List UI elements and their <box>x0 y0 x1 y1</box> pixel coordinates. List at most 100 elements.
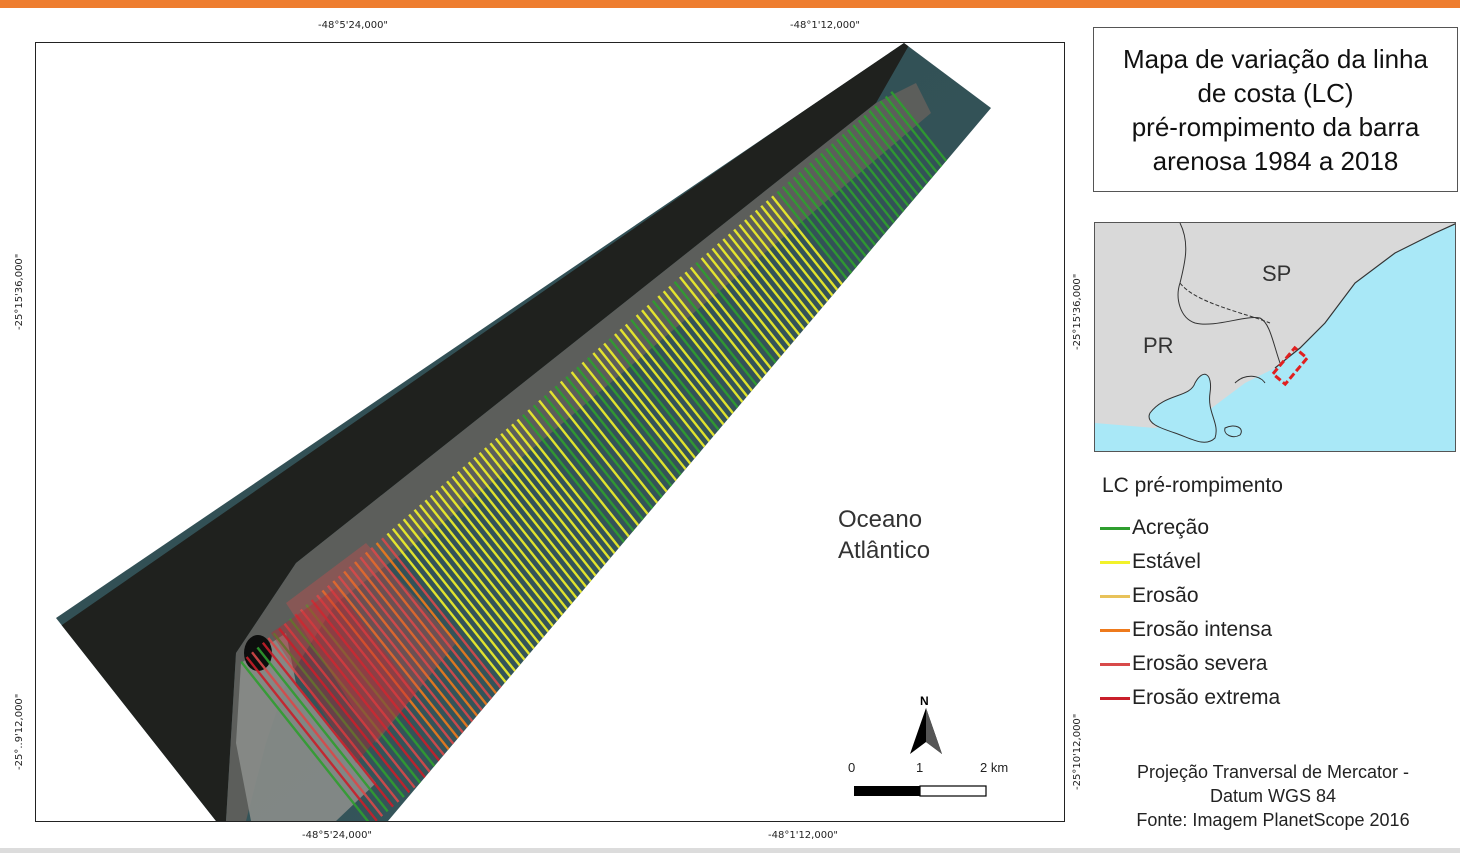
transect-line <box>343 570 476 737</box>
transect-line <box>305 604 438 770</box>
satellite-imagery <box>56 43 991 821</box>
credits-source: Fonte: Imagem PlanetScope 2016 <box>1136 810 1410 830</box>
erosion-zone <box>286 543 456 743</box>
coord-right-upper: -25°15'36,000" <box>1072 273 1083 350</box>
transect-line <box>272 632 405 798</box>
scale-segment-black <box>854 786 920 796</box>
transect-line <box>261 642 395 808</box>
coord-top-right: -48°1'12,000" <box>790 20 861 31</box>
transect-line <box>435 490 568 656</box>
inlet-mouth <box>244 635 272 671</box>
legend-swatch-erosion-severe <box>1100 662 1130 666</box>
transect-line <box>386 532 519 699</box>
transect-line <box>375 542 508 708</box>
transect-line <box>310 599 443 765</box>
transect-line <box>278 627 411 794</box>
transect-line <box>462 466 595 632</box>
erosion-zone <box>271 588 416 763</box>
legend-swatch-stable <box>1100 560 1130 564</box>
transect-line <box>354 561 487 727</box>
transect-line <box>446 480 579 646</box>
transect-line <box>251 651 384 817</box>
north-label: N <box>920 694 929 708</box>
transect-line <box>456 471 590 637</box>
ocean-label: Oceano Atlântico <box>838 504 930 566</box>
transect-line <box>299 608 432 775</box>
title-line-1: Mapa de variação da linha <box>1123 44 1428 74</box>
transect-line <box>451 475 584 642</box>
coord-left-lower: -25°..9'12,000" <box>14 693 25 770</box>
legend-swatch-erosion-extreme <box>1100 696 1130 700</box>
legend-label-erosion-intense: Erosão intensa <box>1132 618 1273 641</box>
credits-projection: Projeção Tranversal de Mercator - <box>1136 762 1410 782</box>
scale-label-1: 1 <box>916 760 924 775</box>
transect-line <box>402 518 535 684</box>
transect-line <box>326 585 460 751</box>
title-line-4: arenosa 1984 a 2018 <box>1152 146 1399 176</box>
land-area-west <box>56 43 916 821</box>
transect-line <box>391 528 525 694</box>
coord-right-lower: -25°10'12,000" <box>1072 713 1083 790</box>
inset-label-pr: PR <box>1143 333 1174 358</box>
main-map[interactable] <box>35 42 1065 822</box>
coord-left-upper: -25°15'36,000" <box>14 253 25 330</box>
transect-line <box>419 504 552 670</box>
legend-label-accretion: Acreção <box>1132 516 1210 539</box>
title-line-2: de costa (LC) <box>1197 78 1354 108</box>
top-accent-bar <box>0 0 1460 8</box>
transect-line <box>359 556 492 722</box>
scale-label-2: 2 km <box>980 760 1009 775</box>
credits-datum: Datum WGS 84 <box>1209 786 1337 806</box>
ocean-label-line-2: Atlântico <box>838 537 931 564</box>
transect-line <box>408 513 541 680</box>
transect-line <box>289 618 422 784</box>
inset-map-graphic <box>1095 223 1455 451</box>
transect-line <box>370 547 503 713</box>
legend-label-stable: Estável <box>1132 550 1201 573</box>
inset-map[interactable]: SP PR <box>1094 222 1456 452</box>
transect-line <box>283 623 416 789</box>
legend-label-erosion: Erosão <box>1132 584 1199 607</box>
transect-line <box>256 646 389 813</box>
scale-bar <box>852 760 992 800</box>
inset-label-sp: SP <box>1262 261 1292 286</box>
ocean-inset <box>1095 223 1455 451</box>
legend-swatch-erosion <box>1100 594 1130 598</box>
coord-bottom-left: -48°5'24,000" <box>302 830 373 841</box>
scale-segment-white <box>919 785 987 797</box>
bay-inset <box>1148 373 1217 443</box>
transect-line <box>364 551 497 718</box>
transect-line <box>413 509 546 675</box>
scale-label-0: 0 <box>848 760 856 775</box>
legend-label-erosion-extreme: Erosão extrema <box>1132 686 1281 709</box>
legend-item-erosion-severe: Erosão severa <box>1100 651 1267 677</box>
legend-title: LC pré-rompimento <box>1102 474 1283 497</box>
legend-item-erosion-intense: Erosão intensa <box>1100 617 1272 643</box>
legend-item-stable: Estável <box>1100 549 1201 575</box>
coord-top-left: -48°5'24,000" <box>318 20 389 31</box>
legend-item-accretion: Acreção <box>1100 515 1209 541</box>
legend-item-erosion-extreme: Erosão extrema <box>1100 685 1280 711</box>
transect-line <box>294 613 427 779</box>
transect-line <box>321 589 454 756</box>
north-arrow-icon <box>910 708 942 754</box>
north-arrow: N <box>906 694 946 758</box>
transect-line <box>429 494 562 661</box>
transect-line <box>381 537 514 703</box>
coord-bottom-right: -48°1'12,000" <box>768 830 839 841</box>
transect-line <box>332 580 465 746</box>
legend-swatch-erosion-intense <box>1100 628 1130 632</box>
transect-line <box>397 523 530 689</box>
transect-line <box>424 499 557 665</box>
transect-line <box>267 637 400 803</box>
transect-line <box>348 566 481 732</box>
bottom-bar <box>0 848 1460 853</box>
transect-line <box>337 575 470 741</box>
map-credits: Projeção Tranversal de Mercator - Datum … <box>1100 760 1446 832</box>
transect-line <box>316 594 449 760</box>
transect-line <box>245 656 378 821</box>
legend-label-erosion-severe: Erosão severa <box>1132 652 1268 675</box>
legend-item-erosion: Erosão <box>1100 583 1199 609</box>
legend-swatch-accretion <box>1100 526 1130 530</box>
transect-line <box>440 485 573 651</box>
